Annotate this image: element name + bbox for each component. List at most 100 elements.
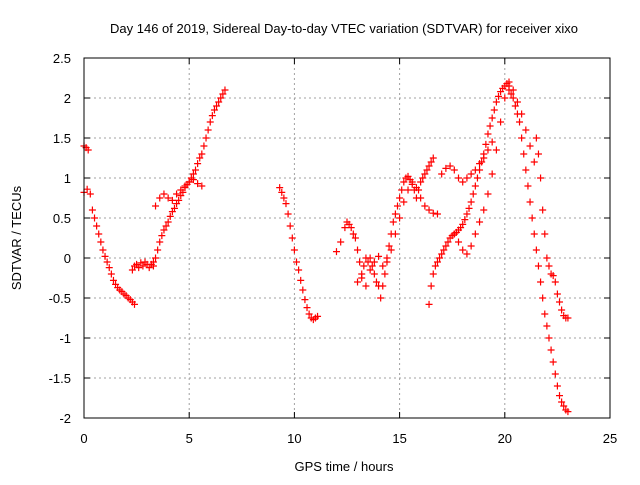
data-point-seg11 [459, 178, 467, 186]
data-point-seg14 [545, 262, 553, 270]
x-tick-label: 5 [186, 431, 193, 446]
data-point-seg8 [358, 274, 366, 282]
data-point-seg2 [91, 214, 99, 222]
data-point-seg11 [476, 160, 484, 168]
data-point-seg7 [349, 230, 357, 238]
data-point-seg6 [276, 184, 284, 192]
data-point-seg12 [450, 230, 458, 238]
chart-title: Day 146 of 2019, Sidereal Day-to-day VTE… [110, 21, 578, 36]
data-point-seg4 [162, 222, 170, 230]
data-point-seg13 [534, 262, 542, 270]
data-point-seg5 [152, 202, 160, 210]
data-point-seg12 [492, 146, 500, 154]
data-point-seg12 [476, 218, 484, 226]
data-point-seg4 [219, 90, 227, 98]
data-point-seg10 [461, 216, 469, 224]
data-point-seg4 [152, 254, 160, 262]
data-point-seg14 [558, 306, 566, 314]
data-point-seg8 [433, 210, 441, 218]
y-axis-label: SDTVAR / TECUs [9, 185, 24, 290]
data-point-seg10 [488, 114, 496, 122]
data-point-seg4 [196, 154, 204, 162]
x-tick-label: 15 [392, 431, 406, 446]
data-point-seg4 [217, 94, 225, 102]
x-tick-label: 20 [498, 431, 512, 446]
data-point-seg6 [288, 234, 296, 242]
data-point-seg13 [532, 246, 540, 254]
data-point-seg7 [351, 234, 359, 242]
data-point-seg10 [494, 92, 502, 100]
data-point-seg11 [450, 166, 458, 174]
data-point-seg3 [128, 266, 136, 274]
data-point-seg10 [427, 282, 435, 290]
data-point-seg5 [160, 190, 168, 198]
data-point-seg8 [383, 258, 391, 266]
data-point-seg12 [488, 170, 496, 178]
data-point-seg14 [537, 174, 545, 182]
data-point-seg4 [206, 118, 214, 126]
data-point-seg13 [520, 150, 528, 158]
data-point-seg8 [387, 246, 395, 254]
data-point-seg12 [484, 190, 492, 198]
data-point-seg7 [354, 246, 362, 254]
data-point-seg4 [208, 112, 216, 120]
data-point-seg2 [86, 190, 94, 198]
data-point-seg6 [299, 286, 307, 294]
data-point-seg7 [341, 224, 349, 232]
data-point-seg14 [556, 298, 564, 306]
data-point-seg8 [362, 282, 370, 290]
data-point-seg6 [305, 310, 313, 318]
data-point-seg9 [425, 162, 433, 170]
data-point-seg14 [518, 110, 526, 118]
data-point-seg4 [154, 246, 162, 254]
y-tick-label: 0.5 [53, 211, 71, 226]
data-point-seg13 [537, 278, 545, 286]
data-point-seg4 [149, 262, 157, 270]
data-point-seg3 [139, 262, 147, 270]
data-point-seg2 [105, 264, 113, 272]
data-point-seg4 [164, 218, 172, 226]
data-point-seg10 [490, 106, 498, 114]
data-point-seg2 [107, 270, 115, 278]
data-point-seg10 [440, 246, 448, 254]
data-point-seg3 [135, 264, 143, 272]
data-point-seg10 [436, 254, 444, 262]
data-point-seg2 [99, 246, 107, 254]
data-point-seg7 [360, 262, 368, 270]
data-point-seg6 [314, 312, 322, 320]
grid-lines [84, 58, 610, 418]
data-point-seg7 [337, 238, 345, 246]
data-point-seg5 [177, 186, 185, 194]
data-point-seg14 [549, 272, 557, 280]
data-point-seg7 [356, 258, 364, 266]
data-point-seg10 [484, 130, 492, 138]
x-tick-label: 10 [287, 431, 301, 446]
data-point-seg5 [185, 178, 193, 186]
data-point-seg13 [516, 118, 524, 126]
data-point-seg13 [507, 90, 515, 98]
x-tick-label: 0 [80, 431, 87, 446]
data-point-seg2 [83, 185, 91, 193]
data-point-seg11 [488, 138, 496, 146]
data-point-seg6 [303, 304, 311, 312]
data-point-seg12 [471, 230, 479, 238]
data-point-seg10 [467, 198, 475, 206]
data-point-seg13 [543, 322, 551, 330]
data-point-seg8 [391, 230, 399, 238]
data-point-seg13 [530, 230, 538, 238]
data-point-seg13 [511, 102, 519, 110]
data-point-seg4 [202, 134, 210, 142]
data-point-seg2 [101, 252, 109, 260]
data-point-seg11 [467, 170, 475, 178]
data-point-seg2 [93, 222, 101, 230]
data-point-seg5 [164, 194, 172, 202]
data-point-seg10 [433, 258, 441, 266]
y-tick-label: 2.5 [53, 51, 71, 66]
data-point-seg4 [192, 166, 200, 174]
data-point-seg10 [444, 238, 452, 246]
data-point-seg2 [97, 238, 105, 246]
data-point-seg10 [442, 242, 450, 250]
y-tick-label: -2 [59, 411, 71, 426]
